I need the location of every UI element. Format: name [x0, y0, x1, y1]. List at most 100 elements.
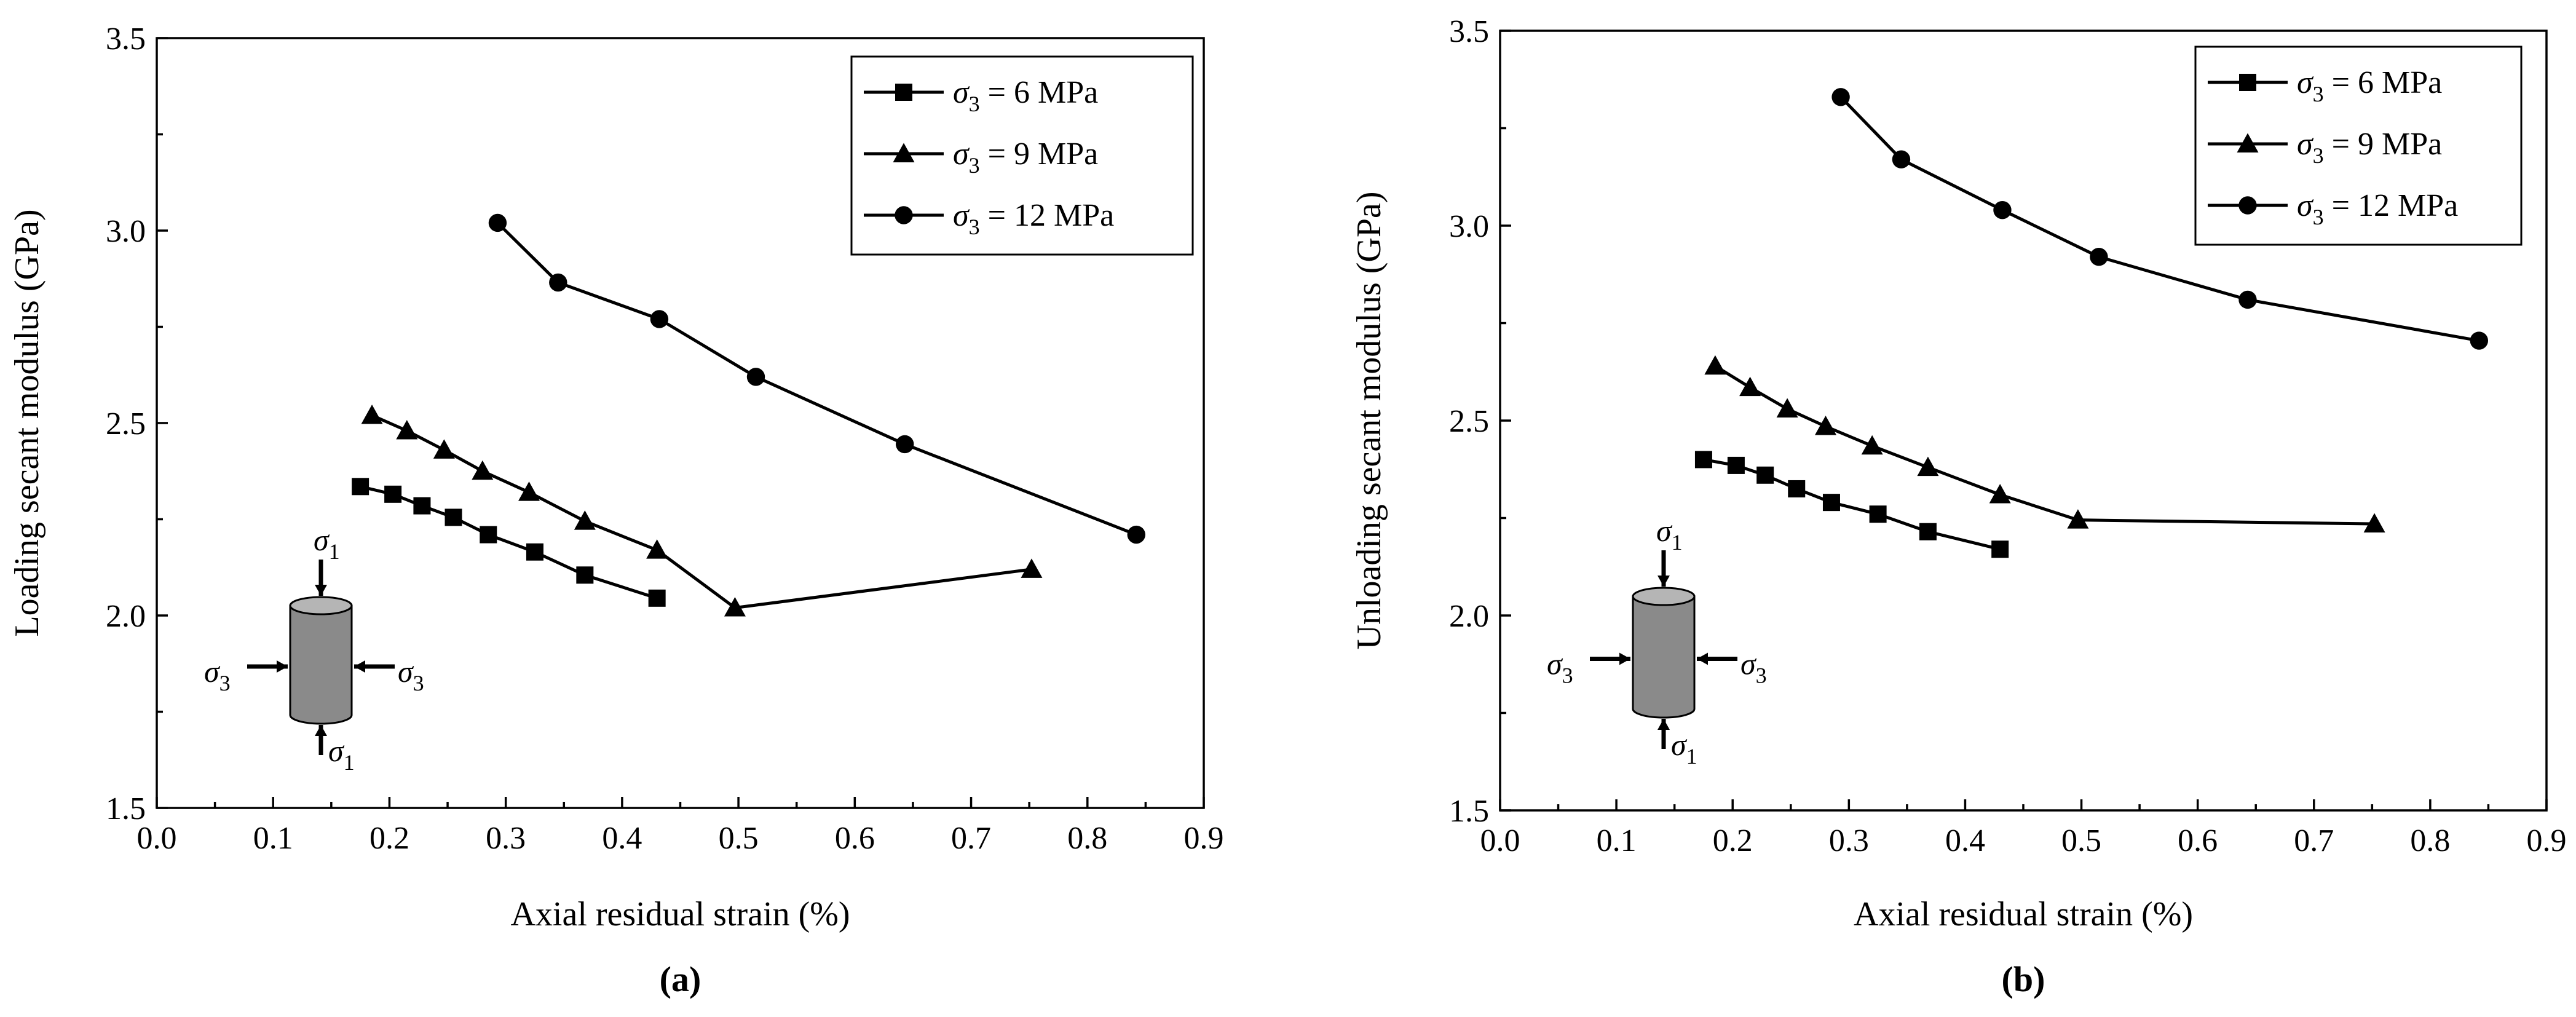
panel-label: (a) [660, 959, 701, 999]
data-point-triangle [2363, 513, 2385, 533]
data-point-circle [2470, 331, 2489, 350]
data-point-circle [549, 273, 567, 292]
data-point-triangle [2067, 509, 2089, 529]
data-point-triangle [1815, 416, 1837, 435]
specimen-diagram: σ1 σ1 σ3 σ3 [1547, 513, 1767, 769]
panel-a: 0.0 0.1 0.2 0.3 0.4 0.5 0.6 0.7 0.8 0.9 1.5 2.0 2.5 3… [8, 22, 1224, 999]
x-tick-label: 0.0 [137, 821, 177, 856]
y-tick-label: 1.5 [1449, 794, 1489, 829]
data-point-square [413, 497, 431, 515]
data-point-triangle [518, 481, 540, 501]
y-tick-label: 3.0 [106, 214, 146, 249]
data-point-triangle [724, 596, 746, 617]
sigma3-right-label: σ3 [1740, 647, 1767, 688]
data-point-square [1756, 466, 1774, 484]
sigma3-right-label: σ3 [398, 654, 424, 695]
data-point-square [384, 485, 402, 503]
legend-marker-triangle [2237, 133, 2259, 152]
x-tick-label: 0.6 [835, 821, 875, 856]
x-tick-label: 0.4 [1945, 823, 1985, 858]
data-point-circle [1892, 150, 1911, 168]
sigma1-top-label: σ1 [314, 523, 340, 564]
data-point-triangle [1704, 355, 1726, 375]
data-point-triangle [361, 404, 383, 424]
legend: σ3 = 6 MPa σ3 = 9 MPa σ3 = 12 MPa [850, 55, 1194, 256]
series-line-triangle [371, 414, 1032, 610]
legend-entry-label: σ3 = 6 MPa [2297, 65, 2442, 106]
data-point-square [576, 566, 594, 584]
series-line-circle [1839, 96, 2479, 342]
right-arrow-head [1697, 652, 1708, 665]
legend-marker-circle [895, 206, 913, 224]
legend-entry-label: σ3 = 12 MPa [2297, 188, 2458, 229]
y-tick-label: 3.5 [106, 22, 146, 57]
data-point-square [1727, 456, 1745, 474]
data-point-circle [488, 213, 507, 232]
right-arrow-head [354, 660, 365, 673]
cylinder-body [289, 604, 353, 725]
left-arrow-head [277, 660, 288, 673]
data-point-square [1694, 451, 1712, 469]
series-line-triangle [1714, 365, 2375, 526]
y-axis-title: Loading secant modulus (GPa) [8, 209, 46, 636]
data-point-circle [746, 368, 765, 386]
x-tick-label: 0.3 [486, 821, 526, 856]
y-tick-label: 2.5 [1449, 404, 1489, 439]
data-point-triangle [1021, 558, 1043, 578]
data-point-circle [650, 310, 669, 328]
legend: σ3 = 6 MPa σ3 = 9 MPa σ3 = 12 MPa [2194, 46, 2523, 246]
data-point-triangle [1739, 376, 1761, 397]
x-tick-label: 0.2 [1713, 823, 1753, 858]
x-axis-title: Axial residual strain (%) [1854, 895, 2193, 933]
x-tick-label: 0.8 [1067, 821, 1107, 856]
sigma1-top-label: σ1 [1656, 513, 1683, 555]
x-tick-label: 0.4 [602, 821, 642, 856]
data-point-triangle [1776, 398, 1798, 417]
cylinder-top [1632, 587, 1696, 606]
x-tick-label: 0.6 [2178, 823, 2218, 858]
data-point-triangle [574, 510, 596, 530]
data-point-circle [2090, 248, 2108, 266]
top-arrow-head [315, 585, 327, 596]
specimen-diagram: σ1 σ1 σ3 σ3 [204, 523, 424, 775]
data-point-triangle [396, 420, 418, 440]
data-point-square [480, 526, 497, 544]
x-tick-label: 0.9 [2527, 823, 2567, 858]
x-tick-label: 0.8 [2410, 823, 2450, 858]
x-tick-label: 0.0 [1480, 823, 1520, 858]
data-point-square [1788, 480, 1806, 497]
panel-label: (b) [2002, 959, 2045, 999]
sigma3-left-label: σ3 [1547, 647, 1573, 688]
data-point-circle [1993, 200, 2012, 220]
data-point-circle [1831, 88, 1850, 106]
series-line-circle [496, 221, 1137, 536]
series-line-square [1703, 457, 2001, 551]
y-axis-title: Unloading secant modulus (GPa) [1350, 192, 1388, 650]
data-point-square [444, 509, 462, 526]
x-tick-label: 0.5 [2061, 823, 2101, 858]
legend-entry-label: σ3 = 9 MPa [2297, 127, 2442, 168]
cylinder-top [289, 596, 353, 615]
legend-marker-circle [2238, 196, 2257, 215]
y-tick-label: 3.5 [1449, 14, 1489, 49]
data-point-square [1991, 540, 2009, 558]
sigma3-left-label: σ3 [204, 654, 231, 695]
data-point-circle [1127, 525, 1145, 544]
data-point-circle [2238, 290, 2257, 309]
legend-marker-square [2239, 74, 2256, 91]
series-line-square [360, 485, 658, 600]
x-tick-label: 0.7 [951, 821, 991, 856]
x-tick-label: 0.2 [369, 821, 409, 856]
y-tick-label: 2.0 [106, 599, 146, 634]
panel-b: 0.0 0.1 0.2 0.3 0.4 0.5 0.6 0.7 0.8 0.9 1.5 2.0 2.5 3… [1350, 14, 2567, 999]
left-arrow-head [1619, 652, 1630, 665]
y-tick-label: 2.0 [1449, 599, 1489, 634]
x-tick-label: 0.1 [1597, 823, 1637, 858]
legend-entry-label: σ3 = 6 MPa [953, 75, 1098, 116]
bottom-arrow-head [1657, 719, 1670, 730]
data-point-triangle [1861, 435, 1883, 455]
legend-marker-triangle [893, 143, 915, 162]
x-axis-title: Axial residual strain (%) [510, 895, 850, 933]
data-point-square [1822, 494, 1840, 512]
data-point-triangle [472, 460, 494, 480]
